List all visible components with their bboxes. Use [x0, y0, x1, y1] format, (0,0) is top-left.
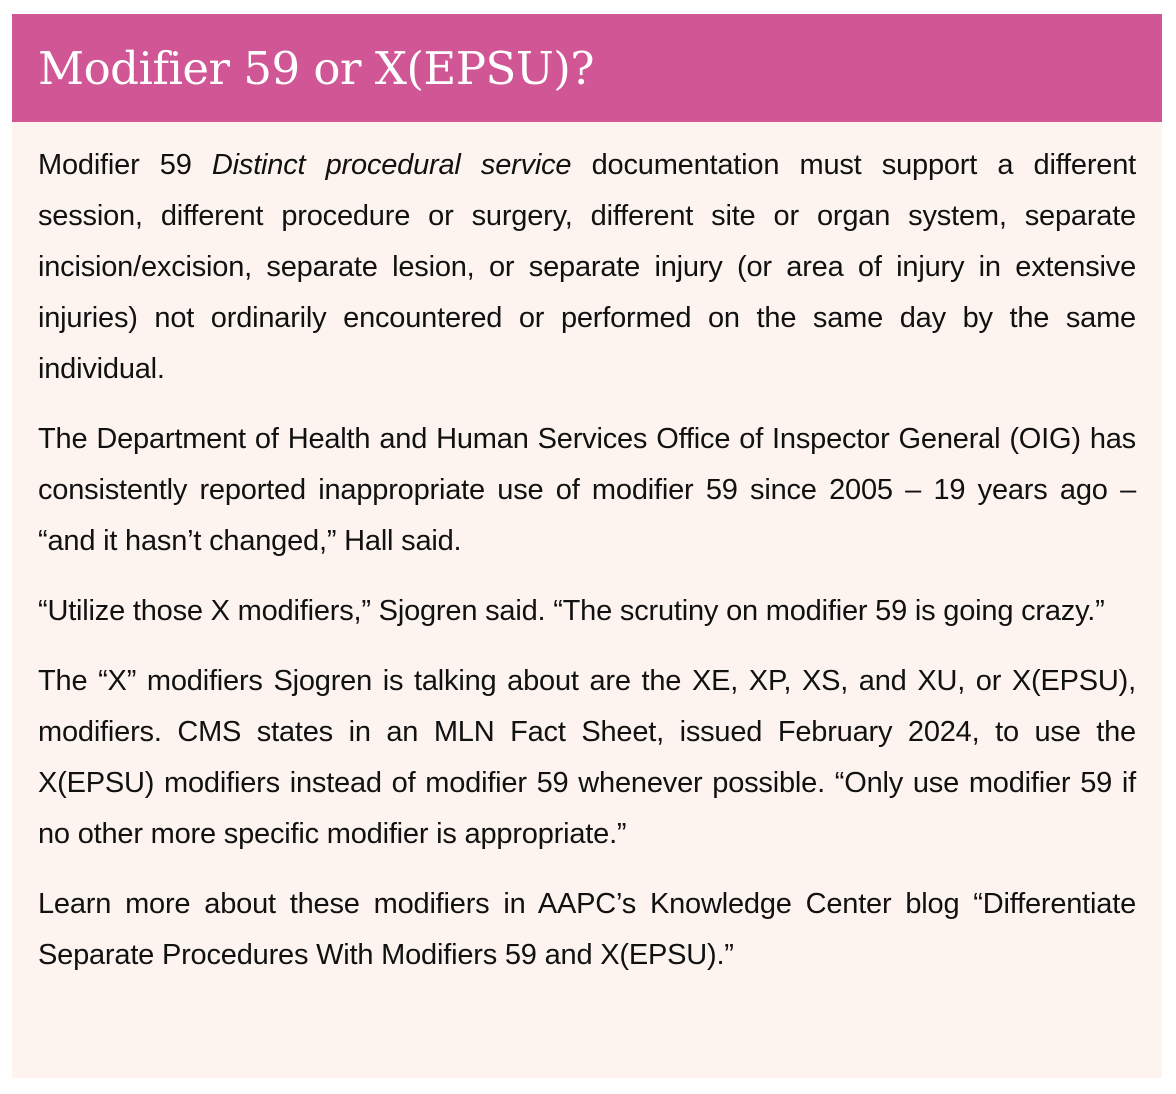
paragraph-2: The Department of Health and Human Servi…: [38, 423, 1136, 557]
sidebar-body: Modifier 59 Distinct procedural service …: [12, 122, 1162, 981]
sidebar-title: Modifier 59 or X(EPSU)?: [38, 41, 595, 95]
paragraph-4: The “X” modifiers Sjogren is talking abo…: [38, 665, 1136, 850]
italic-term: Distinct procedural service: [211, 149, 572, 181]
paragraph-text: documentation must support a different s…: [38, 149, 1136, 385]
sidebar-box: Modifier 59 or X(EPSU)? Modifier 59 Dist…: [12, 14, 1162, 1078]
sidebar-header: Modifier 59 or X(EPSU)?: [12, 14, 1162, 122]
paragraph-3: “Utilize those X modifiers,” Sjogren sai…: [38, 595, 1105, 627]
paragraph-5: Learn more about these modifiers in AAPC…: [38, 888, 1136, 971]
paragraph-1: Modifier 59 Distinct procedural service …: [38, 140, 1136, 395]
paragraph-text: Modifier 59: [38, 149, 212, 181]
